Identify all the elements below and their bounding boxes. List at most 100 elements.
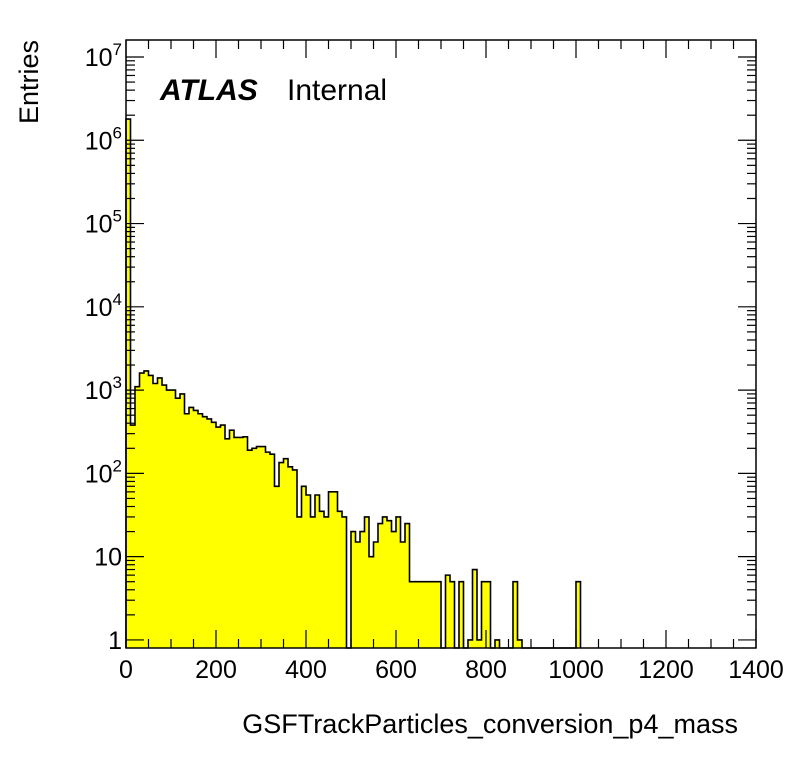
histogram-bin <box>135 386 140 648</box>
histogram-bin <box>270 454 275 648</box>
x-axis-title: GSFTrackParticles_conversion_p4_mass <box>242 709 738 739</box>
histogram-bin <box>211 422 216 648</box>
histogram-bin <box>171 390 176 648</box>
histogram-bin <box>337 511 342 648</box>
histogram-bin <box>418 581 423 648</box>
histogram-bin <box>225 438 230 648</box>
histogram-bin <box>495 639 500 648</box>
histogram-bin <box>216 427 221 648</box>
histogram-bin <box>274 486 279 648</box>
histogram-bin <box>126 119 131 648</box>
atlas-label: ATLAS <box>159 74 258 107</box>
y-tick-label: 10 <box>94 544 122 572</box>
histogram-bin <box>306 494 311 648</box>
histogram-bin <box>432 581 437 648</box>
histogram-bin <box>279 462 284 648</box>
histogram-bin <box>459 581 464 648</box>
histogram-bin <box>198 413 203 648</box>
tick-labels: 0 200 400 600 800 1000 1200 1400 1 10 102 103 104 105… <box>85 40 784 684</box>
histogram-bin <box>477 639 482 648</box>
histogram-bin <box>180 393 185 648</box>
histogram-bin <box>162 385 167 648</box>
histogram-bin <box>445 575 450 648</box>
axis-ticks <box>125 40 757 648</box>
histogram-bin <box>220 425 225 648</box>
y-tick-label: 1 <box>108 627 122 655</box>
histogram-bin <box>261 446 266 648</box>
histogram-bin <box>427 581 432 648</box>
histogram-bin <box>333 491 338 648</box>
histogram-bin <box>301 486 306 648</box>
x-tick-label: 800 <box>465 656 507 684</box>
histogram-bin <box>283 458 288 648</box>
histogram-bin <box>130 425 135 648</box>
histogram-bin <box>243 436 248 648</box>
histogram-bin <box>423 581 428 648</box>
histogram-bin <box>373 541 378 648</box>
histogram-bin <box>234 437 239 648</box>
histogram-bin <box>369 556 374 648</box>
histogram-bin <box>193 410 198 648</box>
histogram-bin <box>400 541 405 648</box>
histogram-bars <box>125 118 582 649</box>
histogram-bin <box>517 639 522 648</box>
histogram-bin <box>481 581 486 648</box>
x-tick-label: 600 <box>375 656 417 684</box>
histogram-bin <box>319 511 324 648</box>
histogram-bin <box>297 516 302 648</box>
histogram-bin <box>486 581 491 648</box>
histogram-bin <box>387 520 392 648</box>
x-tick-label: 400 <box>285 656 327 684</box>
y-tick-label: 106 <box>85 123 122 155</box>
y-tick-label: 105 <box>85 207 122 239</box>
histogram-bin <box>396 516 401 648</box>
histogram-bin <box>144 370 149 648</box>
histogram-bin <box>450 581 455 648</box>
histogram-bin <box>468 639 473 648</box>
histogram-bin <box>513 581 518 648</box>
histogram-bin <box>265 452 270 648</box>
histogram-bin <box>166 390 171 648</box>
histogram-bin <box>576 581 581 648</box>
histogram-bin <box>436 581 441 648</box>
y-axis-title: Entries <box>14 40 44 124</box>
x-tick-label: 200 <box>195 656 237 684</box>
histogram-bin <box>382 516 387 648</box>
histogram-bin <box>207 418 212 648</box>
histogram-outline <box>125 118 582 649</box>
histogram-bin <box>364 516 369 648</box>
histogram-bin <box>324 516 329 648</box>
x-tick-label: 1200 <box>638 656 694 684</box>
histogram-bin <box>139 373 144 648</box>
histogram-bin <box>342 516 347 648</box>
histogram-bin <box>202 416 207 648</box>
histogram-bin <box>247 450 252 648</box>
histogram-bin <box>292 469 297 648</box>
y-tick-label: 104 <box>85 290 122 322</box>
x-tick-label: 1000 <box>548 656 604 684</box>
histogram-bin <box>229 430 234 648</box>
y-tick-label: 102 <box>85 456 122 488</box>
histogram-bin <box>288 466 293 648</box>
histogram-bin <box>252 448 257 648</box>
histogram-bin <box>409 581 414 648</box>
histogram-bin <box>328 491 333 648</box>
histogram-bin <box>351 531 356 648</box>
histogram-bin <box>472 569 477 648</box>
histogram-bin <box>360 531 365 648</box>
y-tick-label: 107 <box>85 40 122 72</box>
histogram-bin <box>148 375 153 648</box>
x-tick-label: 1400 <box>728 656 784 684</box>
histogram-bin <box>256 446 261 648</box>
histogram-bin <box>414 581 419 648</box>
histogram-bin <box>378 523 383 648</box>
histogram-bin <box>238 437 243 648</box>
histogram-bin <box>189 407 194 648</box>
x-tick-label: 0 <box>119 656 133 684</box>
histogram-bin <box>391 531 396 648</box>
histogram-bin <box>405 523 410 648</box>
histogram-bin <box>157 377 162 648</box>
histogram-bin <box>153 383 158 648</box>
y-tick-label: 103 <box>85 373 122 405</box>
histogram-bin <box>355 541 360 648</box>
